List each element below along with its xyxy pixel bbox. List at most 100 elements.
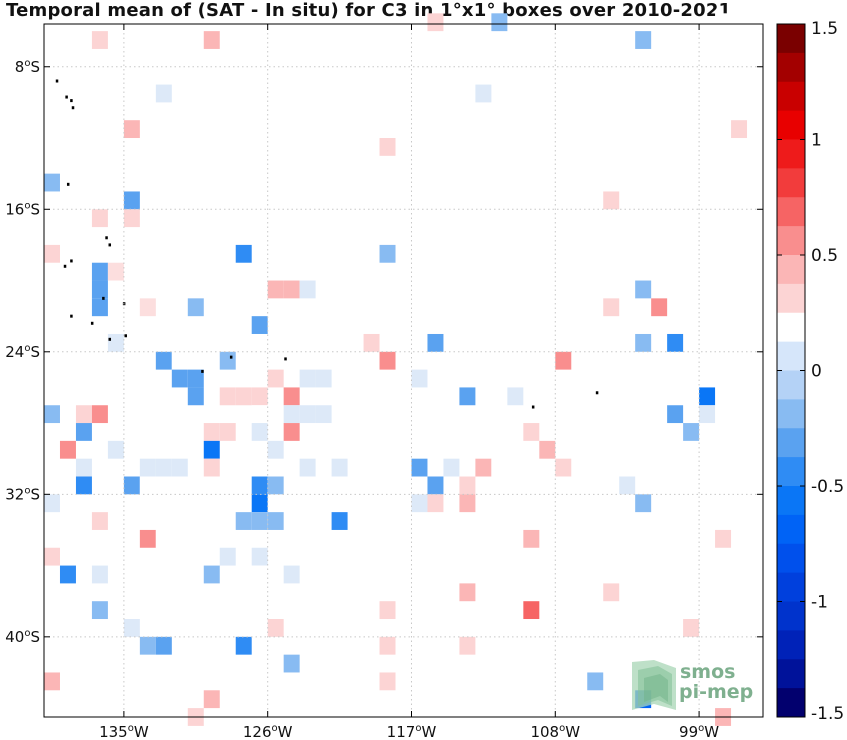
heatmap-cell	[283, 405, 300, 424]
heatmap-cell	[363, 369, 380, 388]
heatmap-cell	[523, 423, 540, 441]
heatmap-cell	[123, 476, 140, 495]
heatmap-cell	[251, 423, 268, 441]
heatmap-cell	[107, 262, 124, 281]
heatmap-cell	[539, 654, 556, 673]
heatmap-cell	[587, 672, 604, 691]
heatmap-cell	[203, 690, 220, 709]
heatmap-cell	[299, 405, 316, 424]
heatmap-cell	[411, 494, 428, 513]
heatmap-cell	[379, 244, 396, 263]
colorbar-band	[777, 486, 805, 516]
heatmap-cell	[171, 369, 188, 388]
heatmap-cell	[299, 280, 316, 299]
heatmap-cell	[699, 405, 716, 424]
heatmap-cell	[155, 316, 172, 334]
heatmap-cell	[91, 280, 108, 299]
heatmap-cell	[459, 387, 476, 406]
heatmap-cell	[251, 476, 268, 495]
colorbar-band	[777, 688, 805, 718]
heatmap-cell	[603, 583, 620, 602]
heatmap-cell	[91, 31, 108, 49]
heatmap-cell	[283, 387, 300, 406]
heatmap-cell	[651, 298, 668, 317]
heatmap-cell	[59, 565, 76, 584]
heatmap-cell	[331, 512, 348, 530]
heatmap-cell	[59, 440, 76, 459]
heatmap-cell	[683, 619, 700, 637]
heatmap-cell	[315, 405, 332, 424]
heatmap-cell	[379, 601, 396, 620]
heatmap-cell	[459, 476, 476, 495]
island-marker	[124, 334, 127, 338]
lat-tick-label: 24oS	[5, 343, 40, 361]
heatmap-cell	[171, 458, 188, 477]
heatmap-cell	[475, 672, 492, 691]
lat-tick-label: 40oS	[5, 628, 40, 646]
heatmap-cell	[251, 316, 268, 334]
colorbar-band	[777, 601, 805, 631]
heatmap-cell	[123, 120, 140, 139]
heatmap-cell	[219, 423, 236, 441]
heatmap-cell	[539, 440, 556, 459]
heatmap-cell	[251, 494, 268, 513]
heatmap-cell	[155, 529, 172, 548]
colorbar-band	[777, 572, 805, 602]
heatmap-cell	[491, 458, 508, 477]
heatmap-cell	[251, 565, 268, 584]
lat-tick-label: 16oS	[5, 200, 40, 218]
island-marker	[108, 337, 112, 341]
heatmap-cell	[443, 458, 460, 477]
heatmap-cell	[731, 120, 748, 139]
gridlines	[44, 24, 763, 717]
heatmap-cell	[475, 565, 492, 584]
heatmap-cell	[235, 244, 252, 263]
heatmap-cell	[91, 209, 108, 228]
heatmap-cell	[123, 191, 140, 210]
heatmap-cell	[395, 423, 412, 441]
heatmap-cell	[459, 583, 476, 602]
map-plot-area: 8oS 16oS 24oS 32oS 40oS 135oW 126oW 117oW 108oW 9…	[5, 13, 764, 740]
colorbar-band	[777, 168, 805, 198]
colorbar-tick-label: 0.5	[811, 246, 838, 266]
heatmap-cell	[427, 476, 444, 495]
colorbar-tick-label: -1.5	[811, 704, 844, 724]
heatmap-cell	[203, 440, 220, 459]
colorbar-band	[777, 370, 805, 400]
heatmap-cell	[283, 280, 300, 299]
colorbar-band	[777, 24, 805, 54]
heatmap-cell	[459, 636, 476, 655]
lat-tick-label: 32oS	[5, 485, 40, 503]
colorbar-band	[777, 139, 805, 169]
colorbar-band	[777, 659, 805, 689]
heatmap-cell	[267, 369, 284, 388]
colorbar-band	[777, 255, 805, 285]
heatmap-cell	[251, 512, 268, 530]
heatmap-cell	[635, 31, 652, 49]
heatmap-cell	[427, 13, 444, 32]
heatmap-cell	[44, 405, 60, 424]
logo-line1: smos	[680, 661, 735, 683]
heatmap-cell	[379, 636, 396, 655]
heatmap-cell	[235, 512, 252, 530]
heatmap-cell	[123, 280, 140, 299]
colorbar-band	[777, 428, 805, 458]
heatmap-cell	[667, 405, 684, 424]
colorbar-band	[777, 312, 805, 343]
island-marker	[102, 296, 105, 300]
heatmap-cell	[267, 280, 284, 299]
map-title: Temporal mean of (SAT - In situ) for C3 …	[6, 0, 732, 21]
heatmap-cell	[267, 440, 284, 459]
heatmap-cell	[731, 405, 748, 424]
heatmap-cells	[44, 13, 748, 726]
heatmap-cell	[555, 458, 572, 477]
heatmap-cell	[715, 13, 732, 32]
colorbar-tick-label: 1.5	[811, 19, 838, 39]
heatmap-cell	[75, 423, 92, 441]
lat-tick-label: 8oS	[15, 58, 40, 76]
heatmap-cell	[75, 458, 92, 477]
heatmap-cell	[44, 494, 60, 513]
heatmap-cell	[155, 31, 172, 49]
heatmap-cell	[155, 351, 172, 370]
